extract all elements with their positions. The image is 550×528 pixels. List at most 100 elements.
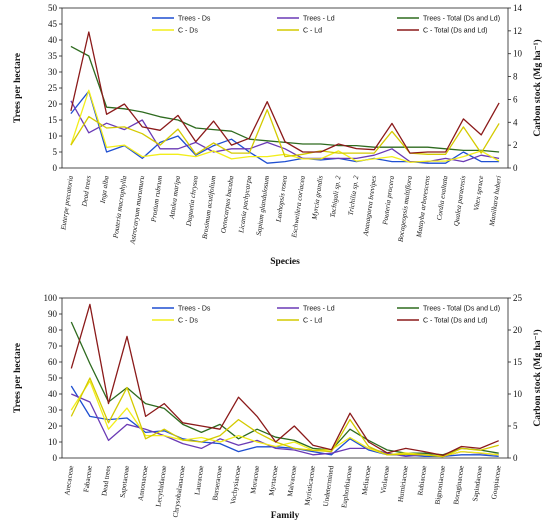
x-tick-label: Cordia exaltata [435,175,449,221]
y-axis-title: Trees per hectare [13,53,23,123]
x-tick-label: Astrocaryum murumuru [129,175,147,246]
chart-panel-1: 0 5 10 15 20 25 30 35 40 45 50 0 2 4 6 8 10 12 14 Trees per… [13,3,543,267]
x-tick-label: Meliaceae [361,465,373,495]
y2-axis-title: Carbon stock (Mg ha⁻¹) [532,39,543,136]
x-tick-label: Chrysobalanaceae [172,465,187,518]
x-tick-label: Humiriaceae [397,465,410,502]
series-line-trees-total-ds-and-ld- [70,45,500,153]
series-line-c-total-ds-and-ld- [70,303,499,457]
x-tick-label: Sapotaceae [119,465,131,498]
x-tick-label: Goupiaceae [490,465,503,500]
series-line-trees-ds [70,90,500,164]
legend-background [148,11,506,35]
legend-label: Trees - Total (Ds and Ld) [423,306,500,313]
x-tick-label: Myrcia grandis [310,175,324,221]
y-tick-label: 5 [53,147,58,157]
y2-tick-label: 6 [513,94,518,104]
y-tick-label: 45 [48,19,58,29]
y-tick-label: 20 [48,421,58,431]
x-tick-label: Malvaceae [286,465,298,497]
x-tick-label: Protium rubrum [150,175,165,223]
x-tick-label: Licania pachycarpa [237,175,253,235]
series-line-c-total-ds-and-ld- [70,31,500,154]
x-tick-label: Boraginaceae [452,465,465,505]
y2-tick-label: 2 [513,140,518,150]
x-tick-label: Annonaceae [137,465,150,501]
y2-axis-title: Carbon stock (Mg ha⁻¹) [532,329,543,426]
legend-label: Trees - Total (Ds and Ld) [423,16,500,23]
y2-tick-label: 25 [513,293,523,303]
y2-tick-label: 0 [513,453,518,463]
y-tick-label: 40 [48,35,58,45]
y2-tick-label: 8 [513,72,518,82]
legend: Trees - Ds Trees - Ld Trees - Total (Ds an… [148,301,506,325]
legend-background [148,301,506,325]
x-tick-label: Trichilia sp. 2 [347,175,361,216]
x-tick-label: Inga alba [99,175,111,205]
x-tick-label: Violaceae [379,465,391,494]
x-tick-label: Sapium glandulosum [255,175,271,236]
legend-label: Trees - Ld [303,16,335,23]
x-tick-label: Dead trees [100,465,112,497]
y-tick-label: 70 [48,341,58,351]
x-tick-label: Lecythidaceae [154,465,168,507]
x-tick-label: Eschweilera coriacea [290,175,307,239]
y-tick-label: 10 [48,131,58,141]
y-tick-label: 15 [48,115,58,125]
x-tick-label: Luehopsis rosea [274,175,289,224]
legend-label: C - Ld [303,318,322,325]
x-tick-label: Fabaceae [82,465,94,493]
y-tick-label: 50 [48,3,58,13]
y-tick-label: 90 [48,309,58,319]
x-tick-label: Tachigali sp. 2 [329,175,343,218]
x-tick-label: Myristicaceae [303,465,317,506]
x-tick-label: Matayba arborescens [415,175,432,239]
x-tick-label: Brosimum acutifolium [201,175,218,239]
y2-tick-label: 4 [513,117,518,127]
x-tick-label: Lauraceae [193,465,205,495]
x-axis-title: Family [271,511,300,521]
y2-tick-label: 12 [513,26,522,36]
x-tick-label: Sapindaceae [471,465,484,502]
legend-label: C - Ds [178,28,198,35]
x-tick-label: Bocageopsis multiflora [397,175,414,243]
legend-label: C - Ds [178,318,198,325]
y2-tick-label: 15 [513,357,523,367]
y-tick-label: 0 [53,453,58,463]
y-tick-label: 10 [48,437,58,447]
y2-tick-label: 14 [513,3,523,13]
y-tick-label: 50 [48,373,58,383]
x-tick-label: Qualea paraensis [452,175,467,227]
x-tick-label: Attalea maripa [168,175,182,220]
x-tick-label: Vitex spruce [472,174,485,211]
series-line-trees-total-ds-and-ld- [70,321,499,456]
y-tick-label: 30 [48,405,58,415]
y-tick-label: 100 [44,293,58,303]
x-tick-label: Rubiaceae [416,465,428,496]
legend-label: Trees - Ds [178,306,211,313]
x-tick-label: Duguetia chrysea [185,175,200,228]
y-tick-label: 25 [48,83,58,93]
x-tick-label: Manilkara huberi [488,175,503,228]
y-tick-label: 40 [48,389,58,399]
x-tick-label: Moraceae [249,465,261,494]
y-axis-title: Trees per hectare [13,343,23,413]
legend-label: Trees - Ds [178,16,211,23]
x-tick-label: Pouteria procera [381,175,396,226]
y-tick-label: 35 [48,51,58,61]
y-tick-label: 80 [48,325,58,335]
y2-tick-label: 10 [513,389,523,399]
x-tick-label: Oenocarpus bacaba [219,175,235,234]
x-axis-title: Species [270,257,300,267]
series-line-c-ld [70,109,500,158]
series-line-c-ds [70,89,500,163]
legend: Trees - Ds Trees - Ld Trees - Total (Ds an… [148,11,506,35]
x-tick-label: Burseraceae [211,465,224,501]
y-tick-label: 60 [48,357,58,367]
y-tick-label: 30 [48,67,58,77]
x-tick-label: Vochysiaceae [229,465,242,505]
x-tick-label: Undetermined [322,465,336,507]
x-tick-label: Arecaceae [63,465,75,496]
legend-label: Trees - Ld [303,306,335,313]
legend-label: C - Total (Ds and Ld) [423,318,487,325]
